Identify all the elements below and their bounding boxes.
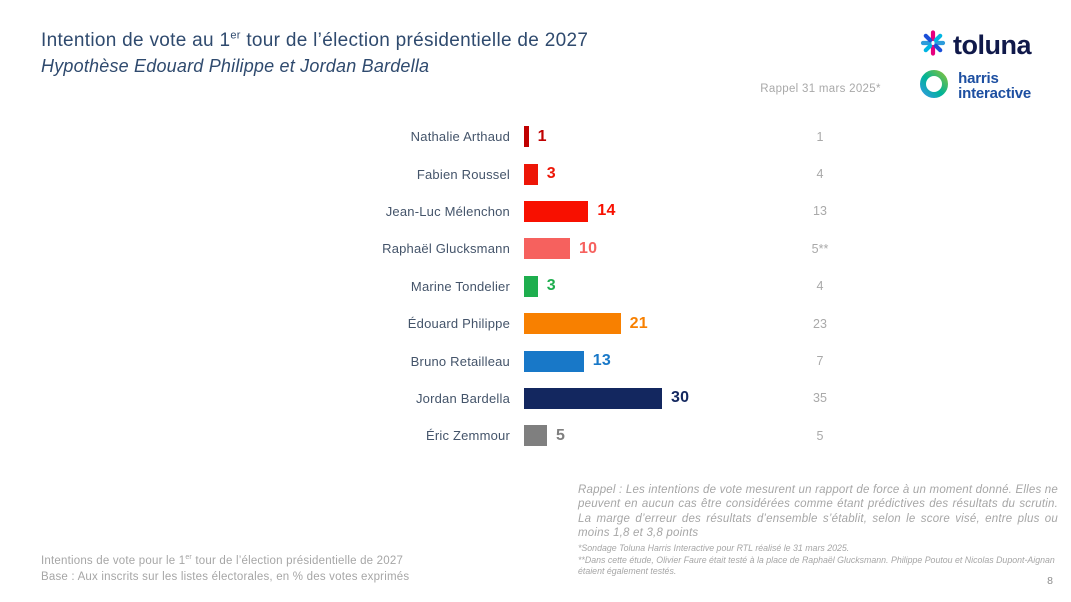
candidate-label: Bruno Retailleau [410,353,510,369]
footer-left-line1: Intentions de vote pour le 1er tour de l… [41,553,409,569]
rappel-column-header: Rappel 31 mars 2025* [760,83,881,95]
bar-cell: 5 [524,425,566,447]
bar-value-label: 30 [671,389,690,407]
footnote-1: *Sondage Toluna Harris Interactive pour … [578,543,850,553]
bar [524,238,570,260]
rappel-value: 4 [816,167,824,182]
page-number: 8 [1047,575,1053,587]
candidate-label: Marine Tondelier [410,278,510,294]
rappel-value: 23 [813,316,827,331]
toluna-wordmark: toluna [953,30,1032,60]
candidate-label: Fabien Roussel [416,166,510,182]
bar-value-label: 13 [592,352,611,370]
bar-value-label: 21 [629,314,648,332]
title-superscript: er [230,29,241,42]
rappel-value: 35 [813,391,827,406]
chart-row: Jean-Luc Mélenchon 14 13 [40,193,900,230]
logo-block: toluna harris interactive [918,30,1032,105]
bar [524,350,584,372]
candidate-label: Raphaël Glucksmann [382,241,510,257]
footer-left-superscript: er [185,554,192,562]
harris-wordmark: harris interactive [958,70,1031,102]
bar [524,313,621,335]
chart-row: Marine Tondelier 3 4 [40,268,900,305]
rappel-value: 7 [816,354,824,369]
footer-left-line1-text: Intentions de vote pour le 1 [41,555,186,567]
bar-cell: 30 [524,387,690,409]
chart-rows: Nathalie Arthaud 1 1 Fabien Roussel 3 4 Jean-L… [40,118,900,455]
bar-value-label: 10 [579,239,598,257]
chart-row: Éric Zemmour 5 5 [40,417,900,454]
footnotes: *Sondage Toluna Harris Interactive pour … [578,543,1058,578]
bar-value-label: 3 [546,165,556,183]
candidate-label: Jordan Bardella [415,390,510,406]
rappel-value: 5** [811,241,829,256]
bar [524,387,662,409]
bar-cell: 1 [524,126,547,148]
bar-cell: 3 [524,275,556,297]
bar-cell: 13 [524,350,611,372]
bar [524,200,589,222]
bar-chart: Nathalie Arthaud 1 1 Fabien Roussel 3 4 Jean-L… [40,118,900,455]
bar-value-label: 5 [556,426,566,444]
harris-ring-icon [918,68,950,105]
bar-value-label: 1 [537,127,547,145]
rappel-value: 1 [816,129,824,144]
harris-interactive-logo: harris interactive [918,68,1031,105]
footer-left-line1-rest: tour de l’élection présidentielle de 202… [191,555,404,567]
harris-word-1: harris [958,70,999,88]
chart-row: Fabien Roussel 3 4 [40,155,900,192]
candidate-label: Jean-Luc Mélenchon [385,203,510,219]
footer-left-line2: Base : Aux inscrits sur les listes élect… [41,571,410,584]
footer-left: Intentions de vote pour le 1er tour de l… [41,553,409,585]
harris-word-2: interactive [958,84,1031,102]
methodology-note: Rappel : Les intentions de vote mesurent… [578,484,1058,539]
bar-cell: 10 [524,238,598,260]
toluna-star-icon [920,30,946,61]
bar-cell: 21 [524,313,648,335]
candidate-label: Nathalie Arthaud [410,129,510,145]
bar [524,425,547,447]
candidate-label: Édouard Philippe [407,316,510,332]
footer-right: Rappel : Les intentions de vote mesurent… [578,483,1058,578]
toluna-logo: toluna [918,30,1032,61]
bar-cell: 14 [524,200,616,222]
title-text: Intention de vote au 1 [41,30,231,51]
bar-value-label: 3 [546,277,556,295]
chart-row: Édouard Philippe 21 23 [40,305,900,342]
bar-value-label: 14 [597,202,616,220]
bar-cell: 3 [524,163,556,185]
title-text-rest: tour de l’élection présidentielle de 202… [240,30,589,51]
rappel-value: 4 [816,279,824,294]
bar [524,275,538,297]
candidate-label: Éric Zemmour [425,428,510,444]
bar [524,163,538,185]
header: Intention de vote au 1er tour de l’élect… [41,30,588,77]
page-title: Intention de vote au 1er tour de l’élect… [41,30,588,52]
chart-row: Jordan Bardella 30 35 [40,380,900,417]
page-subtitle: Hypothèse Edouard Philippe et Jordan Bar… [41,56,430,76]
chart-row: Nathalie Arthaud 1 1 [40,118,900,155]
chart-row: Bruno Retailleau 13 7 [40,342,900,379]
chart-row: Raphaël Glucksmann 10 5** [40,230,900,267]
footnote-2: **Dans cette étude, Olivier Faure était … [578,554,1055,577]
rappel-value: 13 [813,204,827,219]
bar [524,126,529,148]
rappel-value: 5 [816,428,824,443]
